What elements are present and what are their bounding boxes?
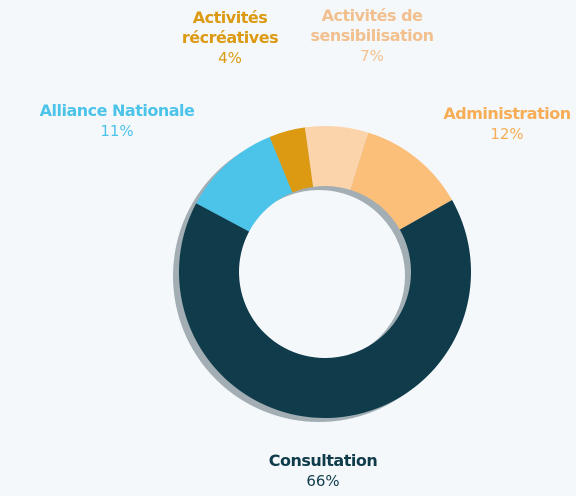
value-label: 66% — [306, 472, 340, 490]
category-name: Consultation — [268, 451, 378, 470]
slice-label: Activités de sensibilisation 7% — [292, 6, 452, 66]
slice — [269, 127, 314, 193]
slice-label: Activités récréatives 4% — [175, 8, 285, 68]
category-name: Activités récréatives — [181, 8, 279, 47]
slice — [350, 132, 453, 230]
category-name: Alliance Nationale — [39, 101, 195, 120]
value-label: 12% — [490, 125, 524, 143]
slice — [196, 136, 293, 232]
value-label: 11% — [100, 122, 134, 140]
slice-label: Consultation 66% — [223, 451, 423, 491]
slice — [304, 126, 369, 190]
slice-label: Administration 12% — [427, 104, 576, 144]
slice — [178, 200, 471, 419]
category-name: Activités de sensibilisation — [310, 6, 434, 45]
slice-label: Alliance Nationale 11% — [17, 101, 217, 141]
category-name: Administration — [443, 104, 571, 123]
value-label: 4% — [218, 49, 242, 67]
value-label: 7% — [360, 47, 384, 65]
